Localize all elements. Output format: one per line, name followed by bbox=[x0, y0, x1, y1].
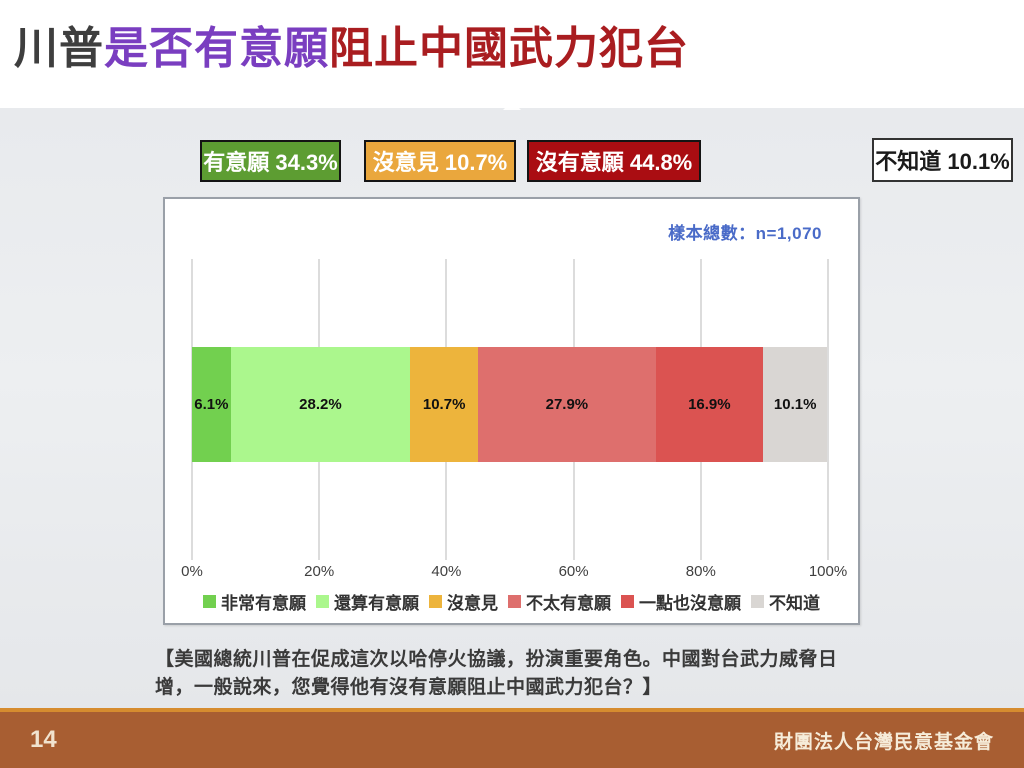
footer-accent-line bbox=[0, 708, 1024, 712]
legend-item: 一點也沒意願 bbox=[621, 589, 741, 614]
legend-swatch-icon bbox=[621, 595, 634, 608]
segment-value-label: 28.2% bbox=[299, 396, 342, 413]
segment-value-label: 10.7% bbox=[422, 396, 466, 413]
legend-label: 不知道 bbox=[769, 594, 820, 613]
summary-box: 有意願 34.3% bbox=[200, 140, 341, 182]
bar-segment: 6.1% bbox=[192, 347, 231, 462]
legend-swatch-icon bbox=[751, 595, 764, 608]
organization-name: 財團法人台灣民意基金會 bbox=[773, 731, 994, 753]
page-number: 14 bbox=[30, 726, 57, 753]
decorative-triangle-mark bbox=[503, 101, 521, 110]
chart-legend: 非常有意願 還算有意願 沒意見 不太有意願 一點也沒意願 不知道 bbox=[165, 589, 858, 614]
stacked-bar: 6.1% 28.2% 10.7% 27.9% 16.9% 10.1% bbox=[192, 347, 828, 462]
bar-segment: 10.1% bbox=[763, 347, 828, 462]
legend-swatch-icon bbox=[203, 595, 216, 608]
x-tick-label: 60% bbox=[558, 563, 589, 580]
title-segment-willingness: 是否有意願 bbox=[104, 24, 329, 73]
summary-box: 不知道 10.1% bbox=[872, 138, 1013, 182]
footer-bar: 14 財團法人台灣民意基金會 bbox=[0, 712, 1024, 768]
x-tick-label: 20% bbox=[304, 563, 335, 580]
legend-label: 非常有意願 bbox=[221, 594, 306, 613]
legend-swatch-icon bbox=[429, 595, 442, 608]
bar-segment: 10.7% bbox=[410, 347, 479, 462]
x-tick-label: 80% bbox=[685, 563, 716, 580]
legend-label: 還算有意願 bbox=[334, 594, 419, 613]
legend-item: 沒意見 bbox=[429, 589, 498, 614]
x-tick-label: 0% bbox=[181, 563, 203, 580]
legend-swatch-icon bbox=[508, 595, 521, 608]
title-segment-trump: 川普 bbox=[14, 24, 104, 73]
legend-label: 一點也沒意願 bbox=[639, 594, 741, 613]
sample-size-note: 樣本總數：n=1,070 bbox=[668, 224, 822, 243]
gridline bbox=[827, 259, 829, 560]
summary-box: 沒意見 10.7% bbox=[364, 140, 516, 182]
legend-item: 非常有意願 bbox=[203, 589, 306, 614]
survey-question-text: 【美國總統川普在促成這次以哈停火協議，扮演重要角色。中國對台武力威脅日增，一般說… bbox=[155, 649, 838, 698]
x-axis-ticks: 0% 20% 40% 60% 80% 100% bbox=[181, 563, 847, 583]
segment-value-label: 27.9% bbox=[545, 396, 589, 413]
segment-value-label: 16.9% bbox=[688, 396, 731, 413]
chart-container: 樣本總數：n=1,070 6.1% 28.2% 10.7% 27.9% 16.9% 10.… bbox=[163, 197, 860, 625]
legend-item: 不知道 bbox=[751, 589, 820, 614]
page-title: 川普是否有意願阻止中國武力犯台 bbox=[14, 12, 689, 76]
legend-item: 還算有意願 bbox=[316, 589, 419, 614]
plot-area: 6.1% 28.2% 10.7% 27.9% 16.9% 10.1% bbox=[191, 259, 829, 560]
content-panel: 有意願 34.3% 沒意見 10.7% 沒有意願 44.8% 不知道 10.1%… bbox=[0, 101, 1024, 708]
legend-swatch-icon bbox=[316, 595, 329, 608]
legend-label: 不太有意願 bbox=[526, 594, 611, 613]
segment-value-label: 6.1% bbox=[194, 396, 229, 413]
segment-value-label: 10.1% bbox=[773, 396, 817, 413]
bar-segment: 28.2% bbox=[230, 347, 411, 462]
bar-segment: 27.9% bbox=[478, 347, 656, 462]
x-tick-label: 40% bbox=[431, 563, 462, 580]
x-tick-label: 100% bbox=[808, 563, 848, 580]
legend-item: 不太有意願 bbox=[508, 589, 611, 614]
summary-box: 沒有意願 44.8% bbox=[527, 140, 701, 182]
bar-segment: 16.9% bbox=[655, 347, 764, 462]
legend-label: 沒意見 bbox=[447, 594, 498, 613]
title-segment-stop-china: 阻止中國武力犯台 bbox=[329, 24, 689, 73]
